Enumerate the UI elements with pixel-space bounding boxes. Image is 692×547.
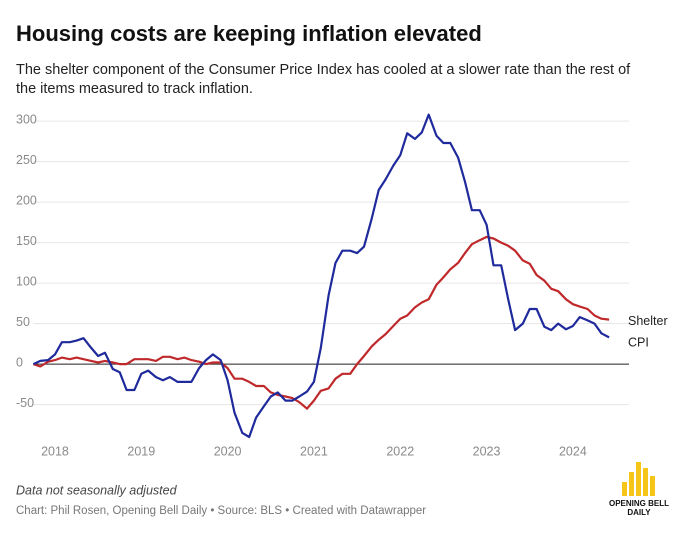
y-tick-label: 150 (16, 234, 37, 248)
logo-text: DAILY (627, 508, 651, 517)
logo-bars (622, 462, 655, 496)
x-tick-label: 2018 (41, 444, 69, 458)
x-tick-label: 2020 (214, 444, 242, 458)
series-line (33, 235, 610, 410)
y-tick-label: -50 (16, 396, 34, 410)
x-tick-label: 2024 (559, 444, 587, 458)
subtitle: the items measured to track inflation. (16, 81, 253, 97)
series-label: Shelter (628, 314, 668, 328)
source: Chart: Phil Rosen, Opening Bell Daily • … (16, 505, 426, 517)
series-line (32, 113, 610, 439)
y-tick-label: 100 (16, 274, 37, 288)
note: Data not seasonally adjusted (16, 483, 178, 497)
x-tick-label: 2022 (386, 444, 414, 458)
x-tick-label: 2023 (473, 444, 501, 458)
chart-title: Housing costs are keeping inflation elev… (16, 21, 482, 46)
y-tick-label: 250 (16, 153, 37, 167)
logo-text: OPENING BELL (609, 499, 669, 508)
y-tick-label: 200 (16, 193, 37, 207)
y-tick-label: 50 (16, 315, 30, 329)
series-label: CPI (628, 336, 649, 350)
subtitle: The shelter component of the Consumer Pr… (16, 62, 631, 78)
x-tick-label: 2019 (127, 444, 155, 458)
y-tick-label: 300 (16, 112, 37, 126)
y-tick-label: 0 (16, 355, 23, 369)
x-tick-label: 2021 (300, 444, 328, 458)
